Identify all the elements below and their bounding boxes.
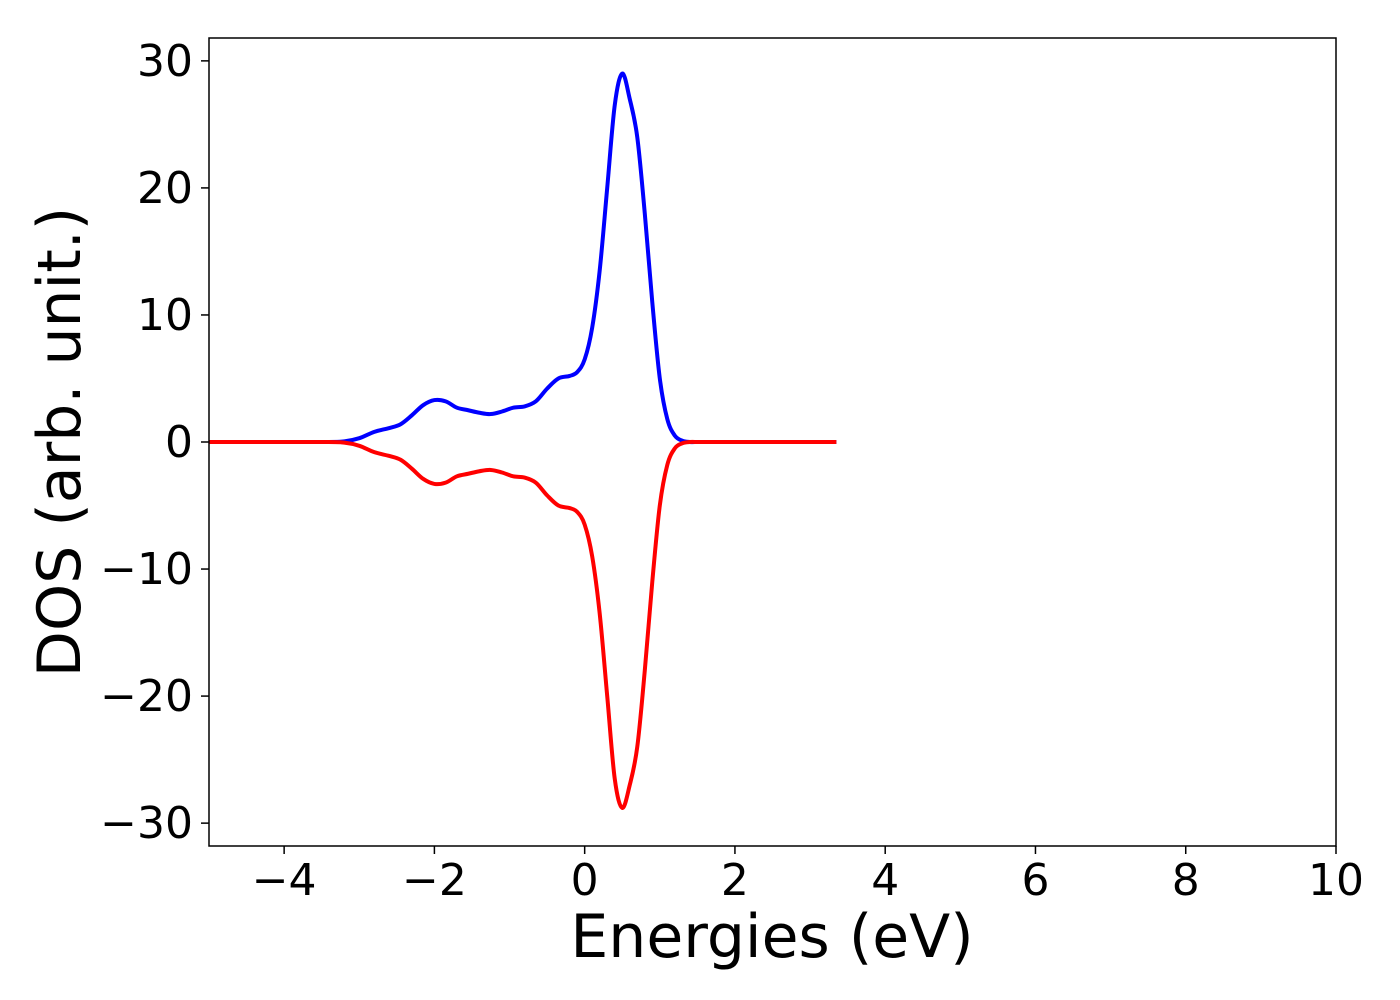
x-tick-label: −4 (252, 855, 317, 906)
x-tick-label: 8 (1172, 855, 1200, 906)
y-tick-label: −10 (100, 544, 193, 595)
x-tick-label: 4 (871, 855, 899, 906)
y-tick-label: 20 (137, 163, 193, 214)
x-tick-label: 0 (571, 855, 599, 906)
x-tick-label: −2 (402, 855, 467, 906)
x-tick-label: 2 (721, 855, 749, 906)
x-tick-label: 6 (1021, 855, 1049, 906)
series-line-down (208, 439, 837, 810)
y-tick-label: 0 (165, 417, 193, 468)
series-layer (208, 71, 837, 810)
y-tick-label: −30 (100, 798, 193, 849)
y-axis-label: DOS (arb. unit.) (25, 207, 95, 677)
x-tick-label: 10 (1308, 855, 1364, 906)
y-tick-label: 30 (137, 36, 193, 87)
y-tick-label: −20 (100, 671, 193, 722)
y-axis-ticks: 30 20 10 0 −10 −20 −30 (100, 36, 209, 849)
x-axis-label: Energies (eV) (570, 902, 973, 972)
series-line-up (208, 71, 837, 445)
y-tick-label: 10 (137, 290, 193, 341)
x-axis-ticks: −4 −2 0 2 4 6 8 10 (252, 846, 1364, 906)
